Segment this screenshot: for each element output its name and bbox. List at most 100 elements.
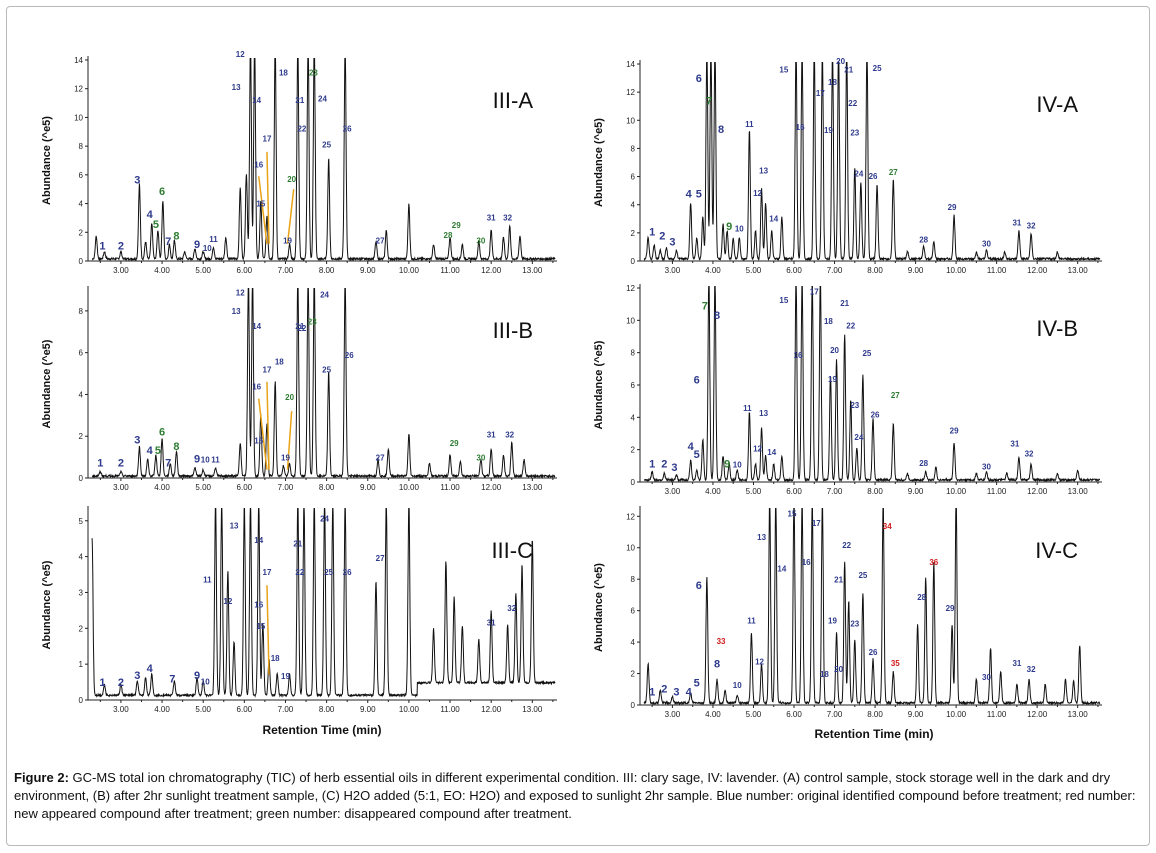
x-tick-label: 11.00 (440, 266, 460, 275)
peak-label: 5 (153, 219, 159, 231)
x-tick-label: 8.00 (319, 266, 335, 275)
y-tick-label: 10 (626, 316, 635, 325)
peak-label: 21 (295, 96, 304, 105)
y-tick-label: 4 (79, 390, 84, 399)
peak-label: 28 (919, 459, 928, 468)
x-tick-label: 7.00 (278, 483, 294, 492)
x-tick-label: 11.00 (987, 266, 1007, 275)
x-tick-label: 6.00 (786, 710, 802, 719)
x-tick-label: 10.00 (946, 487, 967, 496)
peak-label: 31 (487, 618, 496, 627)
y-axis-label: Abundance (^e5) (41, 560, 53, 649)
x-tick-label: 7.00 (827, 487, 843, 496)
x-tick-label: 4.00 (154, 266, 170, 275)
peak-label: 22 (842, 541, 851, 550)
peak-label: 13 (757, 533, 766, 542)
peak-label: 6 (159, 426, 165, 438)
peak-label: 24 (318, 95, 327, 104)
peak-label: 20 (834, 665, 843, 674)
peak-label: 18 (279, 69, 288, 78)
peak-label: 17 (263, 568, 272, 577)
caption-text: GC-MS total ion chromatography (TIC) of … (14, 770, 1136, 821)
peak-label: 25 (324, 568, 333, 577)
peak-label: 32 (1027, 221, 1036, 230)
peak-label: 20 (287, 175, 296, 184)
peak-label: 11 (211, 455, 220, 464)
peak-label: 6 (694, 375, 700, 387)
tic-trace (643, 508, 1101, 705)
peak-label: 11 (209, 235, 218, 244)
y-axis-label: Abundance (^e5) (41, 339, 53, 428)
peak-label: 16 (794, 351, 803, 360)
peak-label: 20 (830, 346, 839, 355)
peak-label: 19 (283, 237, 292, 246)
x-tick-label: 5.00 (746, 710, 762, 719)
peak-label: 8 (173, 441, 179, 453)
y-tick-label: 2 (79, 624, 84, 633)
peak-label: 20 (836, 57, 845, 66)
peak-label: 25 (862, 349, 871, 358)
x-tick-label: 3.00 (665, 710, 681, 719)
peak-label: 28 (919, 236, 928, 245)
peak-label: 9 (194, 670, 200, 682)
peak-label: 19 (828, 616, 837, 625)
x-tick-label: 10.00 (399, 483, 420, 492)
peak-label: 28 (917, 593, 926, 602)
peak-label: 27 (376, 453, 385, 462)
peak-label: 7 (706, 96, 712, 108)
peak-label: 14 (767, 448, 776, 457)
peak-label: 17 (812, 519, 821, 528)
x-tick-label: 13.00 (522, 705, 543, 714)
peak-label: 8 (714, 658, 720, 670)
peak-label: 6 (696, 73, 702, 85)
peak-label: 23 (850, 620, 859, 629)
y-tick-label: 4 (79, 553, 84, 562)
peak-label: 4 (147, 663, 154, 675)
x-tick-label: 8.00 (319, 483, 335, 492)
y-tick-label: 6 (631, 381, 636, 390)
peak-label: 3 (134, 174, 140, 186)
peak-label: 8 (173, 230, 179, 242)
x-tick-label: 6.00 (786, 266, 802, 275)
peak-label: 24 (854, 169, 863, 178)
orange-connector (266, 381, 270, 470)
y-tick-label: 5 (79, 517, 84, 526)
y-axis-label: Abundance (^e5) (593, 563, 605, 652)
peak-label: 30 (476, 453, 485, 462)
peak-label: 13 (230, 522, 239, 531)
x-tick-label: 13.00 (1068, 487, 1089, 496)
orange-connector (257, 176, 268, 244)
peak-label: 13 (759, 409, 768, 418)
x-tick-label: 9.00 (908, 710, 924, 719)
y-tick-label: 10 (626, 544, 635, 553)
peak-label: 24 (320, 290, 329, 299)
x-tick-label: 5.00 (195, 266, 211, 275)
peak-label: 16 (796, 123, 805, 132)
x-tick-label: 7.00 (278, 266, 294, 275)
y-tick-label: 4 (631, 201, 636, 210)
peak-label: 26 (343, 568, 352, 577)
peak-label: 10 (201, 455, 210, 464)
peak-label: 4 (686, 687, 693, 699)
peak-label: 3 (671, 462, 677, 474)
x-tick-label: 3.00 (113, 483, 129, 492)
peak-label: 7 (165, 236, 171, 248)
figure-caption: Figure 2: GC-MS total ion chromatography… (14, 769, 1144, 823)
orange-connector (266, 585, 270, 675)
peak-label: 23 (308, 318, 317, 327)
peak-label: 5 (696, 188, 702, 200)
peak-label: 31 (1012, 219, 1021, 228)
peak-label: 3 (673, 687, 679, 699)
peak-label: 15 (256, 199, 265, 208)
x-tick-label: 6.00 (786, 487, 802, 496)
peak-label: 26 (869, 648, 878, 657)
peak-label: 19 (828, 375, 837, 384)
peak-label: 12 (236, 288, 245, 297)
orange-connector (286, 411, 293, 470)
peak-label: 28 (444, 231, 453, 240)
x-tick-label: 5.00 (746, 266, 762, 275)
y-tick-label: 0 (79, 696, 84, 705)
x-tick-label: 7.00 (827, 266, 843, 275)
